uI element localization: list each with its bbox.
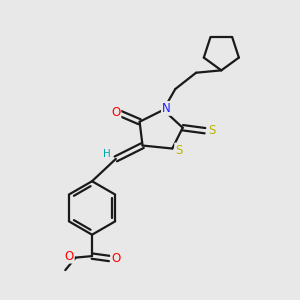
Text: S: S bbox=[208, 124, 215, 137]
Text: O: O bbox=[111, 106, 120, 119]
Text: O: O bbox=[64, 250, 74, 262]
Text: O: O bbox=[111, 252, 120, 265]
Text: N: N bbox=[162, 102, 171, 115]
Text: S: S bbox=[175, 143, 182, 157]
Text: H: H bbox=[103, 149, 111, 160]
